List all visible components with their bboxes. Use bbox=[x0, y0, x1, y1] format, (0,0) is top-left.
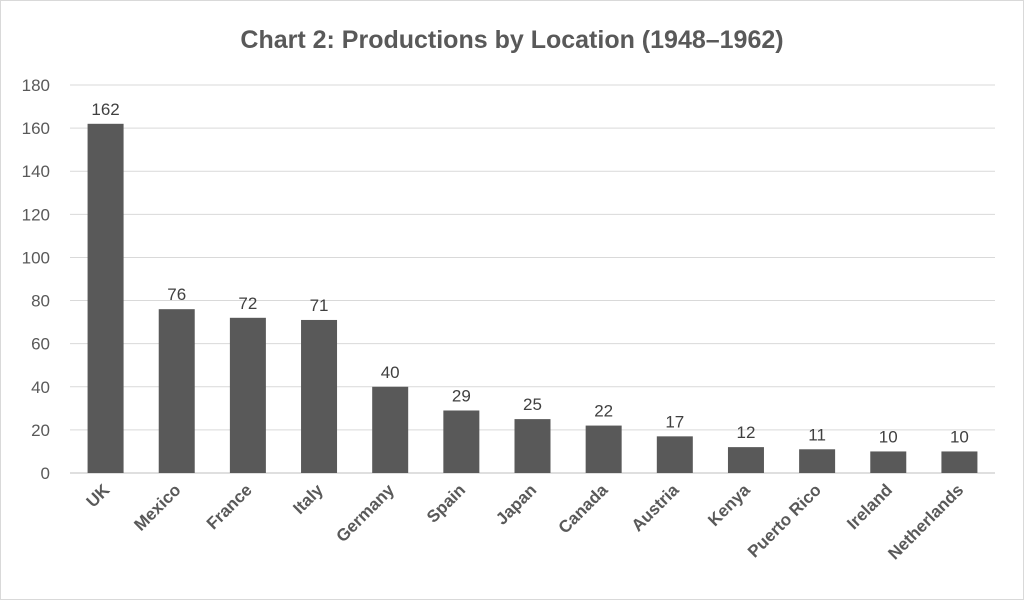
bar bbox=[443, 410, 480, 473]
x-tick-label: UK bbox=[83, 480, 114, 511]
x-tick-label: Puerto Rico bbox=[744, 480, 825, 561]
bar bbox=[941, 451, 978, 473]
data-label: 29 bbox=[452, 386, 471, 405]
bar bbox=[870, 451, 907, 473]
y-tick-label: 80 bbox=[31, 292, 50, 311]
y-tick-label: 160 bbox=[22, 119, 50, 138]
bar bbox=[585, 425, 622, 473]
data-label: 22 bbox=[594, 402, 613, 421]
data-label: 72 bbox=[238, 294, 257, 313]
bar bbox=[87, 123, 124, 474]
chart-title: Chart 2: Productions by Location (1948–1… bbox=[240, 26, 784, 54]
x-tick-label: Austria bbox=[628, 480, 683, 535]
y-tick-label: 60 bbox=[31, 335, 50, 354]
y-tick-label: 180 bbox=[22, 76, 50, 95]
bar bbox=[656, 436, 693, 473]
bar bbox=[514, 419, 551, 473]
data-label: 40 bbox=[381, 363, 400, 382]
y-tick-label: 20 bbox=[31, 421, 50, 440]
x-tick-label: Spain bbox=[423, 480, 469, 526]
x-tick-label: Italy bbox=[289, 480, 327, 518]
x-tick-label: Germany bbox=[332, 480, 398, 546]
bars bbox=[87, 123, 978, 474]
data-labels: 162 76 72 71 40 29 25 22 17 12 11 10 10 bbox=[91, 100, 968, 447]
data-label: 10 bbox=[879, 427, 898, 446]
gridlines bbox=[70, 84, 995, 474]
x-tick-label: France bbox=[203, 480, 256, 533]
y-tick-label: 100 bbox=[22, 248, 50, 267]
bar bbox=[799, 449, 836, 473]
y-axis-ticks: 0 20 40 60 80 100 120 140 160 180 bbox=[22, 76, 50, 483]
y-tick-label: 140 bbox=[22, 162, 50, 181]
bar bbox=[229, 317, 266, 473]
x-tick-label: Kenya bbox=[704, 480, 754, 530]
data-label: 25 bbox=[523, 395, 542, 414]
data-label: 17 bbox=[665, 412, 684, 431]
y-tick-label: 120 bbox=[22, 205, 50, 224]
data-label: 71 bbox=[310, 296, 329, 315]
bar bbox=[727, 447, 764, 473]
x-tick-label: Mexico bbox=[130, 480, 184, 534]
x-tick-label: Canada bbox=[555, 480, 612, 537]
data-label: 162 bbox=[91, 100, 119, 119]
x-tick-label: Netherlands bbox=[884, 480, 967, 563]
x-axis-labels: UK Mexico France Italy Germany Spain Japan Cana… bbox=[83, 480, 968, 563]
bar bbox=[301, 319, 338, 473]
x-tick-label: Japan bbox=[492, 480, 540, 528]
data-label: 10 bbox=[950, 427, 969, 446]
data-label: 11 bbox=[808, 425, 826, 444]
data-label: 76 bbox=[167, 285, 186, 304]
x-tick-label: Ireland bbox=[843, 480, 896, 533]
y-tick-label: 40 bbox=[31, 378, 50, 397]
y-tick-label: 0 bbox=[41, 464, 50, 483]
bar bbox=[372, 386, 409, 473]
bar bbox=[158, 309, 195, 473]
data-label: 12 bbox=[737, 423, 756, 442]
